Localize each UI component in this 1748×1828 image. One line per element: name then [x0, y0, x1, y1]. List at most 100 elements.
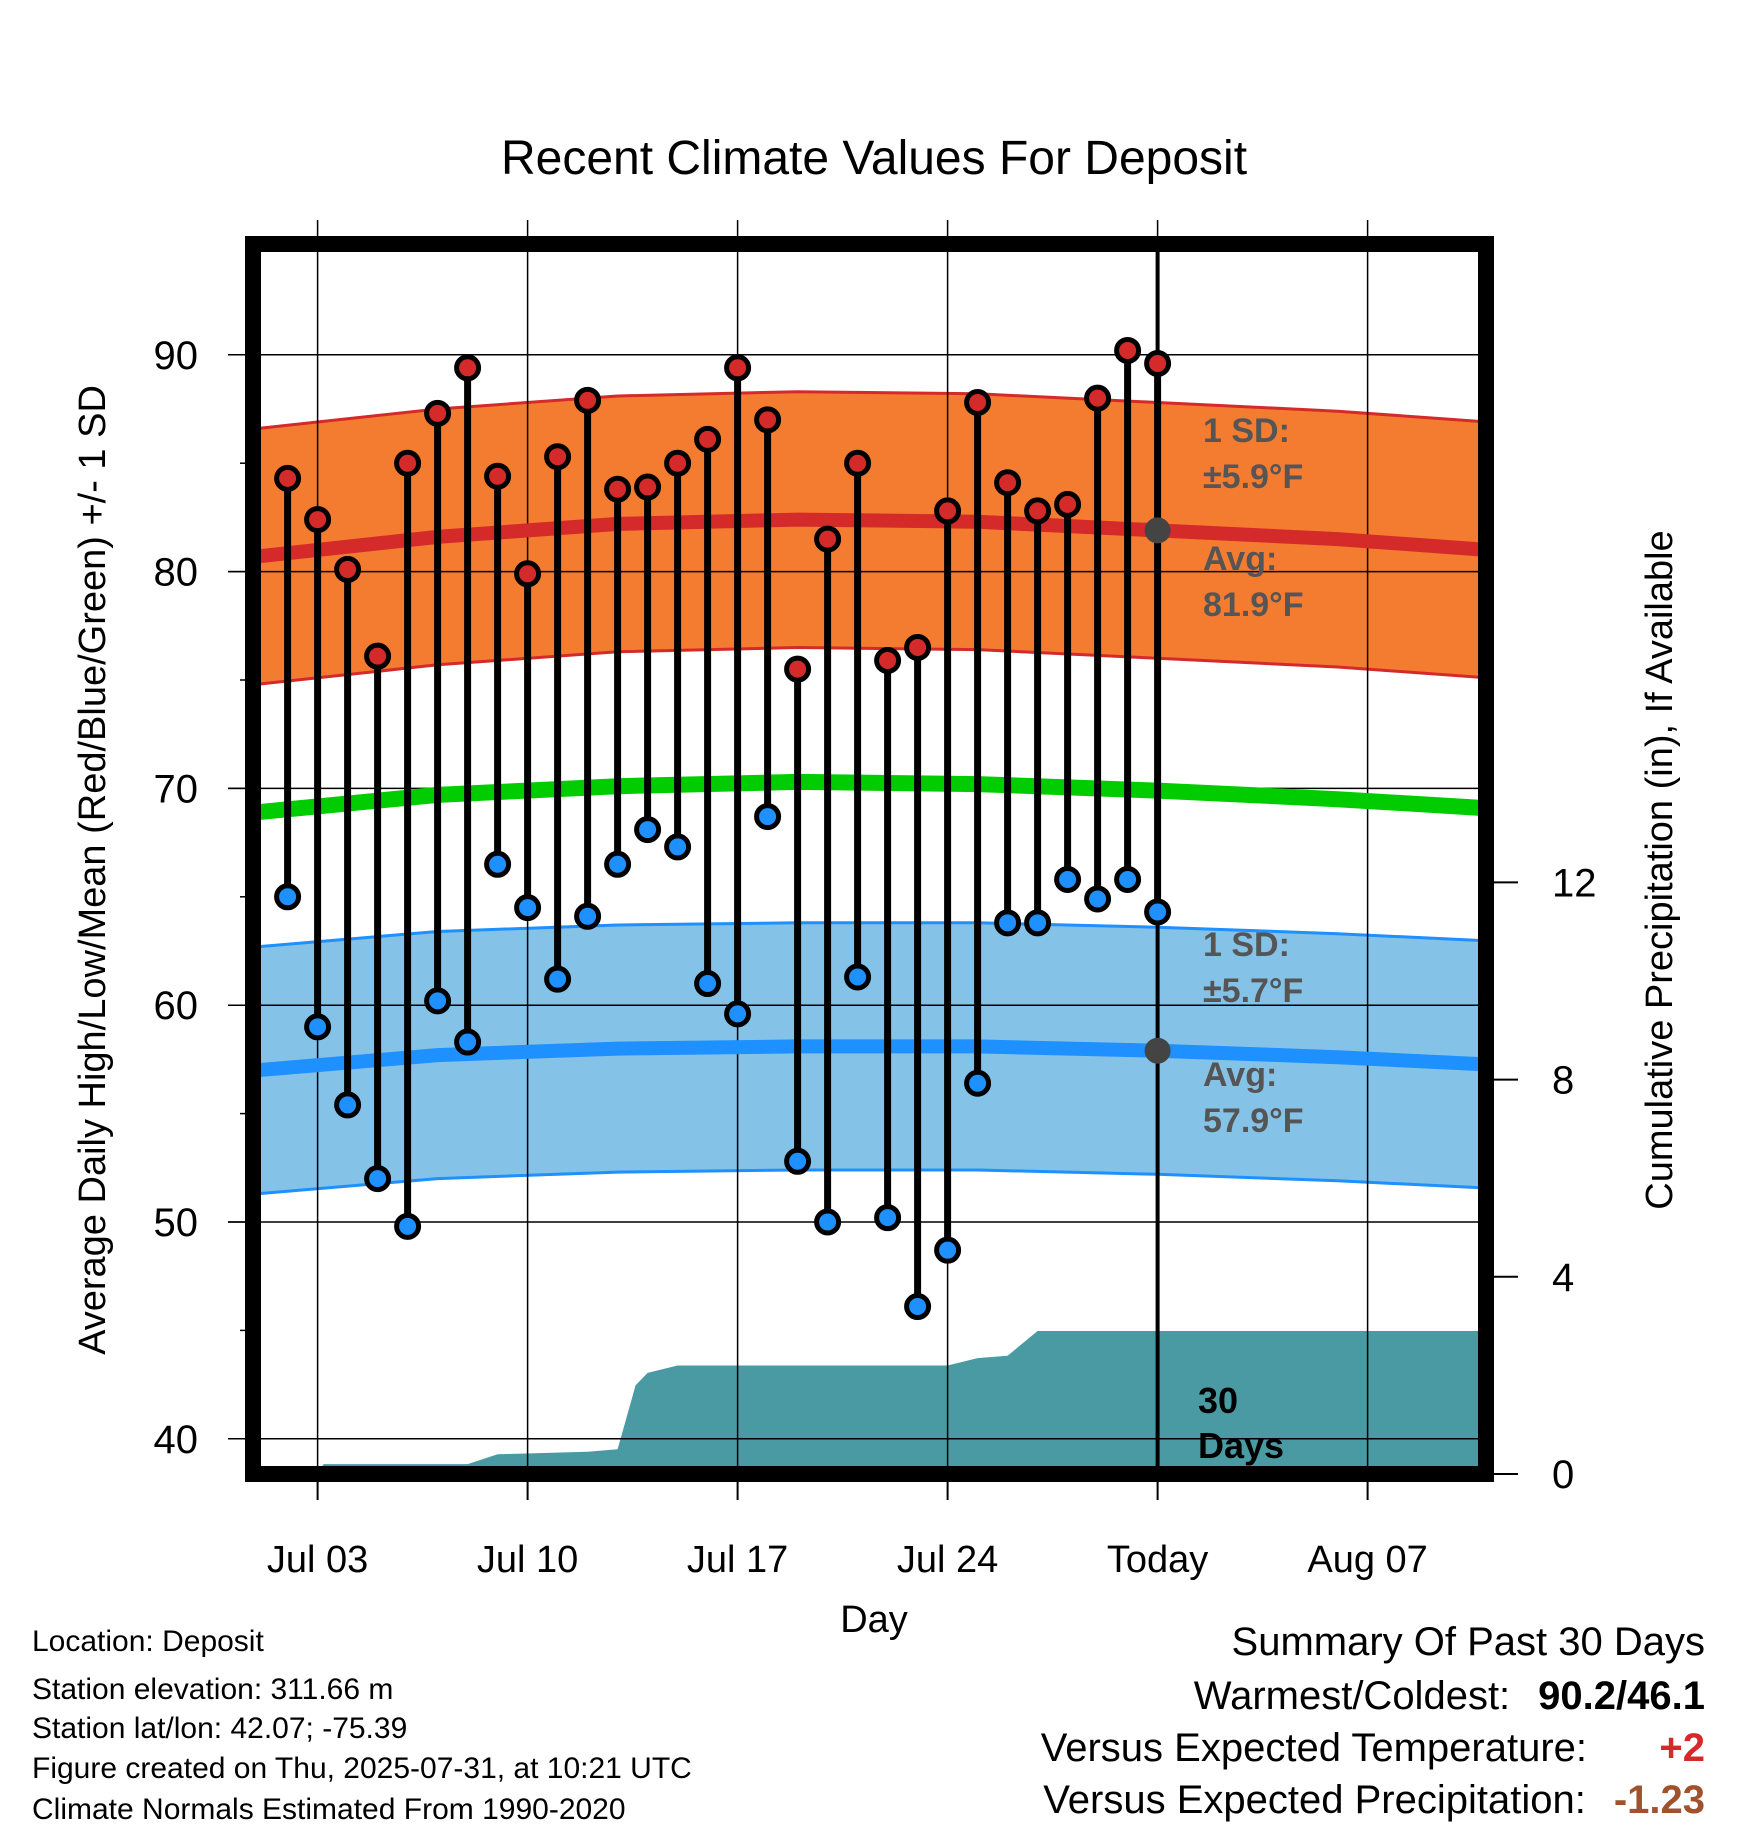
precip-area: [257, 1331, 1486, 1474]
high-point: [484, 462, 512, 490]
high-point: [754, 406, 782, 434]
low-sd-label: 1 SD:: [1203, 926, 1290, 964]
high-point: [784, 655, 812, 683]
low-point: [934, 1236, 962, 1264]
high-point: [604, 475, 632, 503]
high-point: [934, 497, 962, 525]
summary-temp-value: +2: [1659, 1726, 1705, 1770]
low-avg-value: 57.9°F: [1203, 1102, 1304, 1140]
summary-temp-row: Versus Expected Temperature: +2: [1041, 1726, 1705, 1771]
summary-precip-label: Versus Expected Precipitation:: [1043, 1778, 1586, 1822]
info-normals: Climate Normals Estimated From 1990-2020: [32, 1793, 626, 1826]
high-sd-label: 1 SD:: [1203, 412, 1290, 450]
high-point: [694, 425, 722, 453]
high-point: [724, 354, 752, 382]
low-point: [634, 816, 662, 844]
high-point: [574, 386, 602, 414]
chart-title: Recent Climate Values For Deposit: [501, 132, 1247, 185]
y-tick-label: 40: [154, 1418, 199, 1462]
high-point: [1054, 490, 1082, 518]
low-point: [484, 850, 512, 878]
y-tick-label: 80: [154, 551, 199, 595]
low-point: [964, 1069, 992, 1097]
low-point: [754, 803, 782, 831]
high-point: [274, 464, 302, 492]
y-tick-label: 70: [154, 767, 199, 811]
window-days-label: Days: [1198, 1425, 1284, 1466]
high-point: [814, 525, 842, 553]
high-point: [1084, 384, 1112, 412]
low-point: [574, 902, 602, 930]
y-tick-label: 60: [154, 984, 199, 1028]
high-avg-label: Avg:: [1203, 540, 1277, 578]
low-point: [394, 1212, 422, 1240]
high-point: [544, 443, 572, 471]
low-point: [1084, 885, 1112, 913]
x-tick-label: Jul 17: [687, 1539, 788, 1581]
summary-temp-label: Versus Expected Temperature:: [1040, 1726, 1587, 1770]
y2-axis-label: Cumulative Precipitation (in), If Availa…: [1639, 530, 1681, 1209]
low-point: [1024, 909, 1052, 937]
low-point: [604, 850, 632, 878]
high-point: [424, 399, 452, 427]
info-location: Location: Deposit: [32, 1625, 264, 1658]
plot-frame: [245, 236, 1494, 1482]
high-point: [1144, 349, 1172, 377]
high-point: [874, 646, 902, 674]
low-point: [784, 1147, 812, 1175]
high-point: [904, 633, 932, 661]
low-point: [904, 1293, 932, 1321]
low-point: [994, 909, 1022, 937]
low-point: [424, 987, 452, 1015]
high-avg-value: 81.9°F: [1203, 586, 1304, 624]
high-point: [304, 506, 332, 534]
y2-tick-label: 0: [1552, 1453, 1574, 1497]
high-point: [964, 388, 992, 416]
y-tick-label: 90: [154, 334, 199, 378]
low-point: [694, 970, 722, 998]
summary-title-text: Summary Of Past 30 Days: [1231, 1620, 1705, 1664]
low-avg-label: Avg:: [1203, 1056, 1277, 1094]
summary-warmest-label: Warmest/Coldest:: [1193, 1674, 1511, 1718]
info-latlon: Station lat/lon: 42.07; -75.39: [32, 1712, 408, 1745]
low-point: [544, 965, 572, 993]
low-point: [1054, 865, 1082, 893]
info-elevation: Station elevation: 311.66 m: [32, 1673, 394, 1706]
low-point: [514, 894, 542, 922]
low-point: [874, 1204, 902, 1232]
y2-tick-label: 12: [1552, 861, 1597, 905]
summary-warmest-row: Warmest/Coldest: 90.2/46.1: [1194, 1674, 1705, 1719]
x-tick-label: Jul 24: [897, 1539, 998, 1581]
high-point: [394, 449, 422, 477]
low-point: [1144, 898, 1172, 926]
low-point: [364, 1165, 392, 1193]
y2-tick-label: 8: [1552, 1059, 1574, 1103]
today-low-avg-dot: [1144, 1037, 1171, 1064]
x-tick-label: Jul 10: [477, 1539, 578, 1581]
summary-title: Summary Of Past 30 Days: [1232, 1620, 1705, 1665]
summary-precip-row: Versus Expected Precipitation: -1.23: [1043, 1778, 1705, 1823]
summary-warmest-value: 90.2/46.1: [1538, 1674, 1705, 1718]
today-high-avg-dot: [1144, 517, 1171, 544]
high-point: [454, 354, 482, 382]
high-point: [514, 560, 542, 588]
summary-precip-value: -1.23: [1613, 1778, 1705, 1822]
high-point: [994, 469, 1022, 497]
low-point: [724, 1000, 752, 1028]
high-point: [1024, 497, 1052, 525]
low-point: [274, 883, 302, 911]
low-sd-value: ±5.7°F: [1203, 972, 1303, 1010]
x-axis-label: Day: [840, 1599, 908, 1641]
plot-area: 1 SD: ±5.9°F Avg: 81.9°F 1 SD: ±5.7°F Avg: 57.9…: [154, 220, 1597, 1581]
low-point: [304, 1013, 332, 1041]
y2-tick-label: 4: [1552, 1256, 1574, 1300]
high-point: [844, 449, 872, 477]
info-created: Figure created on Thu, 2025-07-31, at 10…: [32, 1752, 692, 1785]
low-point: [1114, 865, 1142, 893]
y-axis-label: Average Daily High/Low/Mean (Red/Blue/Gr…: [72, 385, 114, 1355]
high-point: [334, 555, 362, 583]
low-point: [664, 833, 692, 861]
high-sd-value: ±5.9°F: [1203, 458, 1303, 496]
high-point: [664, 449, 692, 477]
